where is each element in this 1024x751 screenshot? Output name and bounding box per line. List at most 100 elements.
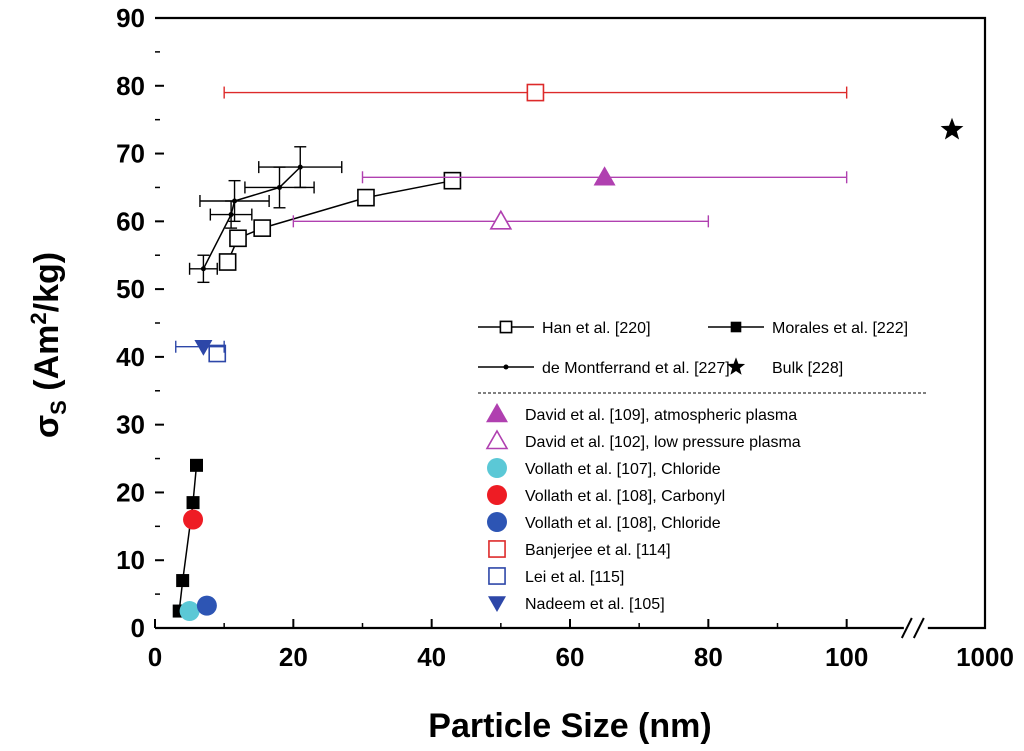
marker-triangle-up-open — [485, 429, 509, 450]
legend-item: Han et al. [220] — [478, 320, 651, 337]
legend-item: de Montferrand et al. [227] — [478, 360, 730, 377]
legend-label: Lei et al. [115] — [525, 569, 624, 586]
marker-square-filled — [730, 321, 742, 333]
marker-triangle-up-open — [489, 209, 513, 230]
legend-label: David et al. [102], low pressure plasma — [525, 434, 801, 451]
marker-dot — [503, 364, 509, 370]
y-axis-label-subscript: S — [46, 400, 71, 415]
legend-item: David et al. [102], low pressure plasma — [485, 429, 801, 451]
series-bulk — [940, 117, 964, 140]
legend-label: de Montferrand et al. [227] — [542, 360, 730, 377]
series-lei — [208, 344, 227, 363]
marker-square-filled — [176, 574, 190, 588]
legend-label: Vollath et al. [108], Chloride — [525, 515, 721, 532]
marker-square-open — [208, 344, 227, 363]
marker-square-open — [357, 188, 375, 207]
legend-item: David et al. [109], atmospheric plasma — [486, 403, 797, 424]
marker-square-open — [253, 219, 272, 237]
legend-label: Bulk [228] — [772, 360, 843, 377]
series-david — [361, 166, 848, 186]
legend-item: Vollath et al. [108], Carbonyl — [487, 485, 725, 505]
y-tick-label: 30 — [116, 410, 145, 440]
y-tick-label: 50 — [116, 274, 145, 304]
legend-label: Morales et al. [222] — [772, 320, 908, 337]
marker-square-filled — [186, 496, 200, 510]
x-tick-label: 40 — [417, 642, 446, 672]
marker-circle-filled — [183, 509, 204, 530]
marker-dot — [277, 184, 282, 190]
marker-dot — [228, 212, 234, 218]
marker-triangle-down-filled — [488, 596, 506, 612]
marker-square-open — [526, 83, 545, 102]
marker-square-open — [488, 567, 506, 585]
y-axis-label-unit-pre: (Am — [28, 325, 66, 401]
axis-break-mark — [912, 617, 925, 639]
legend-item: Vollath et al. [107], Chloride — [487, 458, 721, 478]
legend-label: Banjerjee et al. [114] — [525, 542, 671, 559]
x-tick-label: 1000 — [956, 642, 1014, 672]
x-tick-label: 20 — [279, 642, 308, 672]
marker-square-filled — [190, 458, 203, 472]
legend-item: Lei et al. [115] — [488, 567, 624, 586]
marker-square-open — [499, 320, 513, 334]
x-axis-label: Particle Size (nm) — [428, 707, 711, 745]
x-tick-label: 60 — [556, 642, 585, 672]
legend-item: Banjerjee et al. [114] — [488, 540, 671, 559]
x-tick-label: 100 — [825, 642, 868, 672]
y-tick-label: 40 — [116, 342, 145, 372]
legend-label: Nadeem et al. [105] — [525, 596, 665, 613]
marker-circle-filled — [179, 601, 200, 622]
series-vollath — [183, 509, 204, 530]
marker-square-open — [229, 229, 247, 248]
marker-triangle-down-filled — [194, 339, 213, 356]
y-tick-label: 0 — [131, 613, 145, 643]
marker-star — [726, 357, 746, 375]
marker-dot — [232, 198, 238, 204]
axes-layer: 0 20 40 60 80 100 1000 0 10 20 30 40 50 60 70 80 90 — [116, 3, 1014, 672]
series-de — [188, 146, 343, 284]
marker-dot — [297, 164, 303, 170]
y-tick-label: 90 — [116, 3, 145, 33]
y-tick-label: 10 — [116, 545, 145, 575]
legend-item: Vollath et al. [108], Chloride — [487, 512, 721, 532]
series-banjerjee — [223, 83, 848, 102]
x-tick-label: 80 — [694, 642, 723, 672]
series-david — [292, 209, 710, 230]
legend-label: Vollath et al. [108], Carbonyl — [525, 488, 725, 505]
legend-item: Nadeem et al. [105] — [488, 596, 665, 613]
marker-square-open — [488, 540, 506, 558]
series-line — [178, 465, 198, 612]
y-axis-label-symbol: σ — [28, 415, 66, 438]
legend-label: Han et al. [220] — [542, 320, 651, 337]
legend: Han et al. [220] Morales et al. [222] de M… — [478, 320, 926, 613]
axis-break-mark — [900, 617, 913, 639]
y-tick-label: 70 — [116, 139, 145, 169]
y-axis-label-unit-post: /kg) — [28, 252, 66, 312]
y-tick-label: 20 — [116, 477, 145, 507]
x-tick-label: 0 — [148, 642, 162, 672]
series-morales — [172, 458, 203, 618]
legend-label: David et al. [109], atmospheric plasma — [525, 407, 797, 424]
marker-star — [940, 117, 964, 140]
marker-dot — [200, 266, 206, 272]
series-vollath — [196, 595, 217, 616]
series-vollath — [179, 601, 200, 622]
y-axis-label: σS (Am2/kg) — [26, 252, 71, 438]
marker-circle-filled — [487, 512, 507, 532]
marker-square-open — [218, 253, 237, 271]
series-layer — [172, 83, 964, 622]
y-tick-label: 60 — [116, 206, 145, 236]
plot-frame — [155, 16, 987, 630]
legend-item: Bulk [228] — [726, 357, 843, 377]
marker-square-open — [443, 171, 462, 190]
marker-triangle-up-filled — [593, 166, 616, 186]
y-tick-label: 80 — [116, 71, 145, 101]
marker-triangle-up-filled — [486, 403, 508, 423]
marker-circle-filled — [487, 485, 507, 505]
legend-item: Morales et al. [222] — [708, 320, 908, 337]
y-axis-label-unit-sup: 2 — [26, 312, 51, 324]
marker-circle-filled — [487, 458, 507, 478]
series-han — [218, 171, 462, 271]
legend-label: Vollath et al. [107], Chloride — [525, 461, 721, 478]
series-nadeem — [175, 339, 225, 356]
